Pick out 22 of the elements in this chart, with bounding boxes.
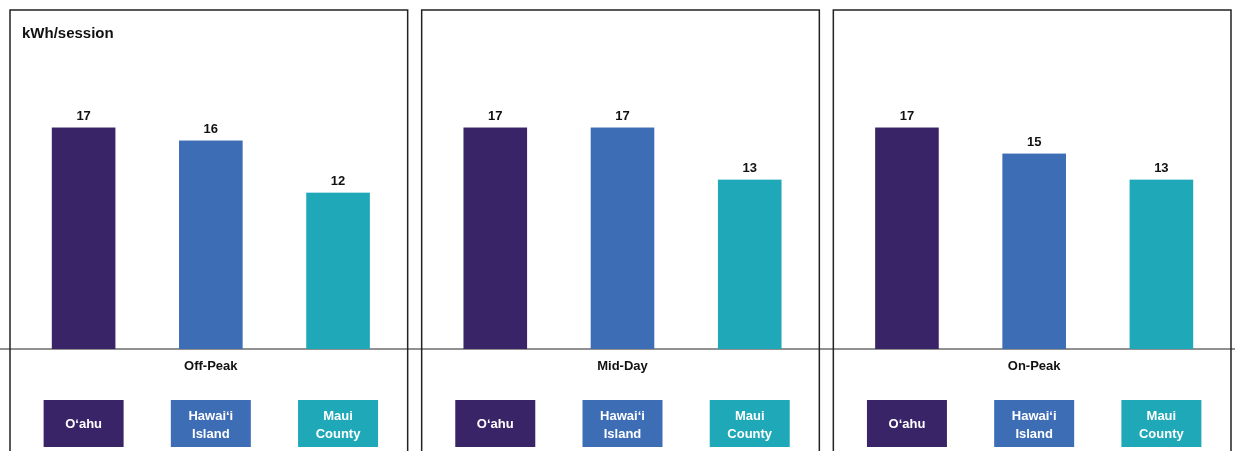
x-tick-label: Maui County xyxy=(727,408,773,441)
data-label: 17 xyxy=(899,107,915,123)
data-label: 13 xyxy=(1154,159,1169,175)
x-tick-label: Maui County xyxy=(315,408,362,441)
x-tick-label: Hawaiʻi Island xyxy=(188,408,234,441)
x-tick-label: Oʻahu xyxy=(476,416,514,431)
x-tick-label: Oʻahu xyxy=(888,416,926,431)
x-axis-title: Off-Peak xyxy=(184,358,239,373)
x-tick-label: Hawaiʻi Island xyxy=(600,408,645,441)
x-axis-title: On-Peak xyxy=(1007,358,1062,373)
data-label: 17 xyxy=(488,107,503,123)
data-label: 13 xyxy=(742,159,757,175)
y-axis-title: kWh/session xyxy=(22,24,114,41)
data-label: 12 xyxy=(330,172,346,188)
data-label: 15 xyxy=(1026,133,1042,149)
x-tick-label: Maui County xyxy=(1139,408,1185,441)
x-tick-label: Oʻahu xyxy=(65,416,103,431)
x-tick-label: Hawaiʻi Island xyxy=(1011,408,1057,441)
data-label: 17 xyxy=(76,107,91,123)
x-axis-title: Mid-Day xyxy=(597,358,649,373)
data-label: 16 xyxy=(203,120,219,136)
data-label: 17 xyxy=(615,107,630,123)
